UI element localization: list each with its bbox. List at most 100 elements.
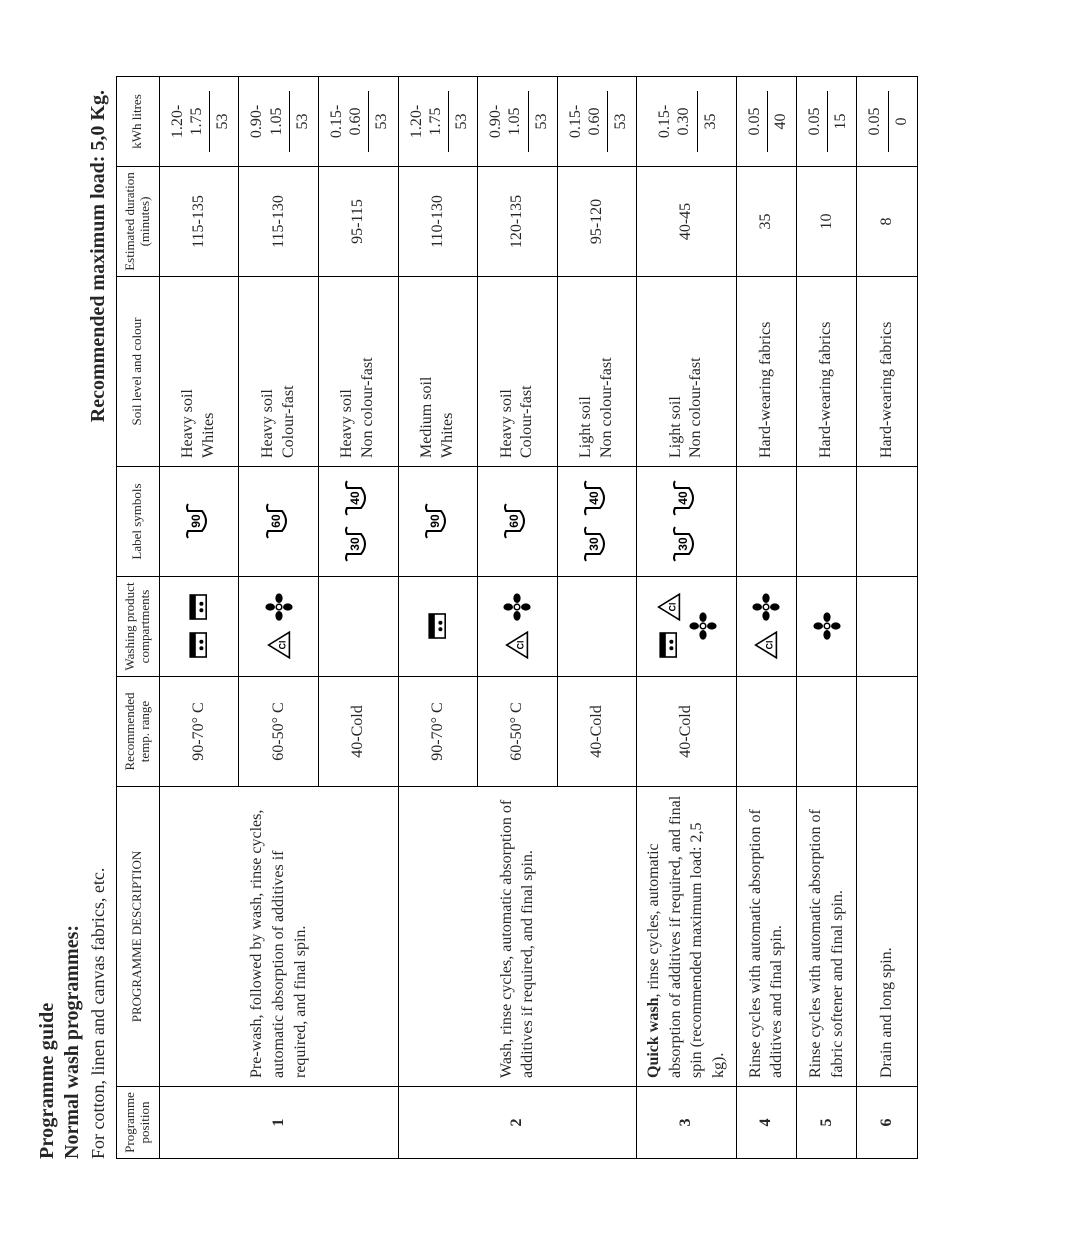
wash-basin-icon: 90 bbox=[421, 502, 455, 542]
header-title: Programme guide bbox=[36, 90, 59, 1159]
prog-description: Pre-wash, followed by wash, rinse cycles… bbox=[159, 787, 398, 1087]
consumption: 0.15-0.6053 bbox=[557, 77, 637, 167]
soil-level: Light soilNon colour-fast bbox=[637, 277, 736, 467]
svg-text:90: 90 bbox=[189, 515, 203, 529]
consumption: 0.90-1.0553 bbox=[239, 77, 319, 167]
compartments bbox=[557, 577, 637, 677]
softener-flower-icon bbox=[752, 592, 780, 624]
compartments bbox=[478, 577, 558, 677]
prog-position: 3 bbox=[637, 1087, 736, 1159]
consumption: 0.15-0.3035 bbox=[637, 77, 736, 167]
compartments bbox=[736, 577, 796, 677]
duration: 95-120 bbox=[557, 167, 637, 277]
temp-range bbox=[736, 677, 796, 787]
detergent-tray-icon bbox=[655, 630, 683, 662]
col-temp: Recommended temp. range bbox=[117, 677, 160, 787]
temp-range: 40-Cold bbox=[319, 677, 399, 787]
wash-basin-icon: 90 bbox=[182, 502, 216, 542]
col-pos: Programme position bbox=[117, 1087, 160, 1159]
label-symbols: 60 bbox=[478, 467, 558, 577]
bleach-icon bbox=[503, 630, 531, 662]
soil-level: Light soilNon colour-fast bbox=[557, 277, 637, 467]
header-subtitle: Normal wash programmes: bbox=[61, 90, 84, 1159]
soil-level: Medium soilWhites bbox=[398, 277, 478, 467]
table-row: 3Quick wash, rinse cycles, automatic abs… bbox=[637, 77, 736, 1159]
page-content: Programme guide Normal wash programmes: … bbox=[0, 0, 1080, 1249]
bleach-icon bbox=[265, 630, 293, 662]
duration: 35 bbox=[736, 167, 796, 277]
compartments bbox=[637, 577, 736, 677]
bleach-icon bbox=[752, 630, 780, 662]
svg-text:60: 60 bbox=[269, 515, 283, 529]
svg-text:40: 40 bbox=[676, 492, 690, 506]
duration: 40-45 bbox=[637, 167, 736, 277]
soil-level: Hard-wearing fabrics bbox=[797, 277, 857, 467]
duration: 95-115 bbox=[319, 167, 399, 277]
temp-range: 40-Cold bbox=[557, 677, 637, 787]
soil-level: Heavy soilWhites bbox=[159, 277, 239, 467]
softener-flower-icon bbox=[813, 611, 841, 643]
duration: 115-130 bbox=[239, 167, 319, 277]
bleach-icon bbox=[655, 592, 683, 624]
programme-table: Programme position PROGRAMME DESCRIPTION… bbox=[116, 76, 918, 1159]
compartments bbox=[857, 577, 917, 677]
prog-description: Drain and long spin. bbox=[857, 787, 917, 1087]
softener-flower-icon bbox=[689, 611, 717, 643]
wash-basin-icon: 30 bbox=[580, 525, 614, 565]
col-desc: PROGRAMME DESCRIPTION bbox=[117, 787, 160, 1087]
temp-range bbox=[857, 677, 917, 787]
temp-range: 90-70° C bbox=[398, 677, 478, 787]
label-symbols: 90 bbox=[159, 467, 239, 577]
softener-flower-icon bbox=[503, 592, 531, 624]
soil-level: Heavy soilNon colour-fast bbox=[319, 277, 399, 467]
wash-basin-icon: 40 bbox=[669, 479, 703, 519]
prog-description: Wash, rinse cycles, automatic absorption… bbox=[398, 787, 637, 1087]
prog-position: 1 bbox=[159, 1087, 398, 1159]
duration: 115-135 bbox=[159, 167, 239, 277]
col-soil: Soil level and colour bbox=[117, 277, 160, 467]
label-symbols bbox=[736, 467, 796, 577]
compartments bbox=[797, 577, 857, 677]
prog-position: 5 bbox=[797, 1087, 857, 1159]
duration: 10 bbox=[797, 167, 857, 277]
svg-text:40: 40 bbox=[587, 492, 601, 506]
prog-description: Rinse cycles with automatic absorption o… bbox=[736, 787, 796, 1087]
duration: 8 bbox=[857, 167, 917, 277]
consumption: 0.15-0.6053 bbox=[319, 77, 399, 167]
col-sym: Label symbols bbox=[117, 467, 160, 577]
svg-text:30: 30 bbox=[348, 538, 362, 552]
consumption: 1.20-1.7553 bbox=[398, 77, 478, 167]
compartments bbox=[398, 577, 478, 677]
svg-text:40: 40 bbox=[348, 492, 362, 506]
detergent-tray-icon bbox=[424, 611, 452, 643]
table-row: 2Wash, rinse cycles, automatic absorptio… bbox=[398, 77, 478, 1159]
compartments bbox=[239, 577, 319, 677]
prog-position: 4 bbox=[736, 1087, 796, 1159]
temp-range: 60-50° C bbox=[478, 677, 558, 787]
label-symbols: 90 bbox=[398, 467, 478, 577]
duration: 120-135 bbox=[478, 167, 558, 277]
compartments bbox=[159, 577, 239, 677]
col-kwh: kWh litres bbox=[117, 77, 160, 167]
soil-level: Hard-wearing fabrics bbox=[736, 277, 796, 467]
label-symbols bbox=[857, 467, 917, 577]
temp-range: 60-50° C bbox=[239, 677, 319, 787]
table-header-row: Programme position PROGRAMME DESCRIPTION… bbox=[117, 77, 160, 1159]
detergent-tray-icon bbox=[185, 592, 213, 624]
wash-basin-icon: 30 bbox=[341, 525, 375, 565]
wash-basin-icon: 30 bbox=[669, 525, 703, 565]
col-dur: Estimated duration (minutes) bbox=[117, 167, 160, 277]
table-row: 6Drain and long spin.Hard-wearing fabric… bbox=[857, 77, 917, 1159]
consumption: 1.20-1.7553 bbox=[159, 77, 239, 167]
prog-position: 6 bbox=[857, 1087, 917, 1159]
softener-flower-icon bbox=[265, 592, 293, 624]
label-symbols: 30 40 bbox=[637, 467, 736, 577]
wash-basin-icon: 60 bbox=[262, 502, 296, 542]
label-symbols bbox=[797, 467, 857, 577]
label-symbols: 30 40 bbox=[557, 467, 637, 577]
soil-level: Heavy soilColour-fast bbox=[478, 277, 558, 467]
svg-text:90: 90 bbox=[428, 515, 442, 529]
table-row: 5Rinse cycles with automatic absorption … bbox=[797, 77, 857, 1159]
svg-text:30: 30 bbox=[587, 538, 601, 552]
duration: 110-130 bbox=[398, 167, 478, 277]
